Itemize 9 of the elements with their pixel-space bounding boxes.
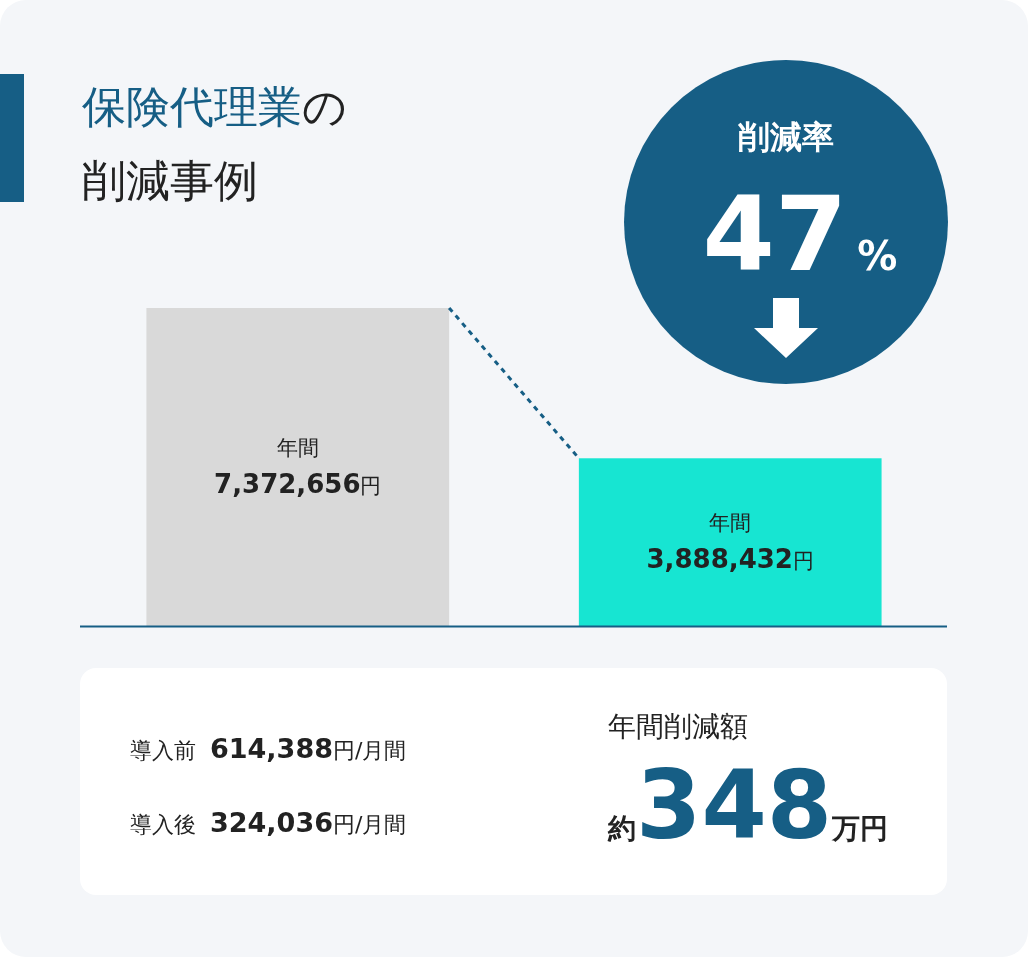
text: 約348万円	[607, 751, 889, 860]
data-label: 年間 7,372,656円	[214, 436, 382, 499]
text: 導入後 324,036円/月間	[130, 807, 407, 838]
chart-title: 保険代理業の削減事例	[82, 81, 347, 206]
text: 47%	[702, 173, 898, 295]
text: 導入前 614,388円/月間	[130, 733, 407, 764]
data-label: 年間 3,888,432円	[646, 511, 814, 575]
text: 年間削減額	[608, 710, 748, 743]
text: 削減率	[737, 118, 834, 156]
